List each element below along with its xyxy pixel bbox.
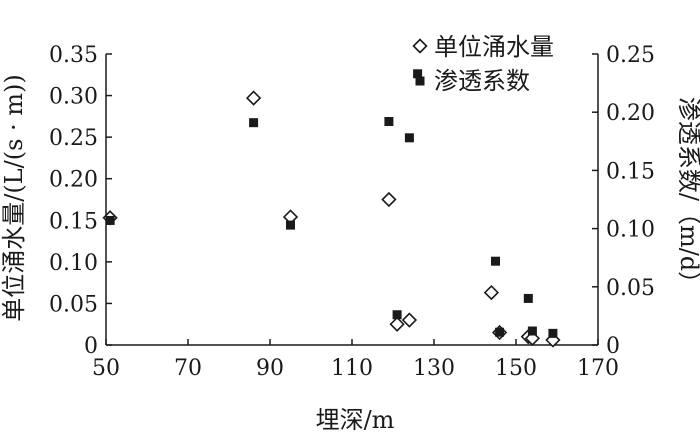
y-right-tick-label: 0.15 <box>606 159 655 184</box>
data-point-permeability <box>286 220 295 230</box>
data-point-permeability <box>548 328 558 338</box>
y-right-tick-label: 0.25 <box>606 43 655 68</box>
x-tick-label: 150 <box>495 356 537 381</box>
data-point-permeability <box>413 69 423 79</box>
y-left-tick-label: 0.20 <box>49 168 98 193</box>
y-right-axis-title: 渗透系数/（m/d） <box>675 97 700 295</box>
data-point-unit-water-inflow <box>381 191 397 208</box>
data-point-unit-water-inflow <box>389 316 405 332</box>
data-point-unit-water-inflow <box>245 90 262 106</box>
y-left-tick-label: 0.35 <box>49 43 98 68</box>
x-tick-label: 90 <box>256 356 284 381</box>
y-right-tick-label: 0.20 <box>606 101 655 126</box>
data-point-permeability <box>249 118 259 128</box>
data-point-permeability <box>495 327 505 337</box>
legend-label: 单位涌水量 <box>434 33 554 61</box>
data-point-unit-water-inflow <box>401 312 418 328</box>
data-marks <box>102 69 561 348</box>
y-left-axis-title: 单位涌水量/(L/(s · m)) <box>0 74 28 322</box>
x-tick-label: 50 <box>92 356 120 381</box>
data-point-permeability <box>527 326 537 336</box>
data-point-unit-water-inflow <box>483 284 500 301</box>
y-right-tick-label: 0.10 <box>606 218 655 243</box>
legend-marker-square <box>415 76 425 86</box>
data-point-permeability <box>392 310 402 320</box>
y-left-tick-label: 0.10 <box>49 251 98 276</box>
legend-label: 渗透系数 <box>434 67 530 95</box>
y-left-tick-label: 0.25 <box>49 126 98 151</box>
y-right-tick-label: 0.05 <box>606 276 655 301</box>
data-point-permeability <box>523 293 533 303</box>
x-tick-label: 130 <box>413 356 455 381</box>
x-tick-label: 170 <box>577 356 619 381</box>
y-left-tick-label: 0.30 <box>49 85 98 110</box>
legend-marker-diamond <box>412 38 428 54</box>
y-right-tick-label: 0 <box>606 334 620 359</box>
y-left-tick-label: 0.05 <box>49 292 98 317</box>
data-point-permeability <box>384 117 394 127</box>
data-point-permeability <box>404 133 414 143</box>
data-point-permeability <box>105 215 115 225</box>
x-tick-label: 70 <box>174 356 202 381</box>
y-left-tick-label: 0 <box>84 334 98 359</box>
data-point-permeability <box>491 256 500 266</box>
x-axis-title: 埋深/m <box>316 406 395 434</box>
ticks: 50 70 90 110 130 150 17000.050.100.150.200.250… <box>49 43 655 381</box>
x-tick-label: 110 <box>331 356 373 381</box>
y-left-tick-label: 0.15 <box>49 209 98 234</box>
